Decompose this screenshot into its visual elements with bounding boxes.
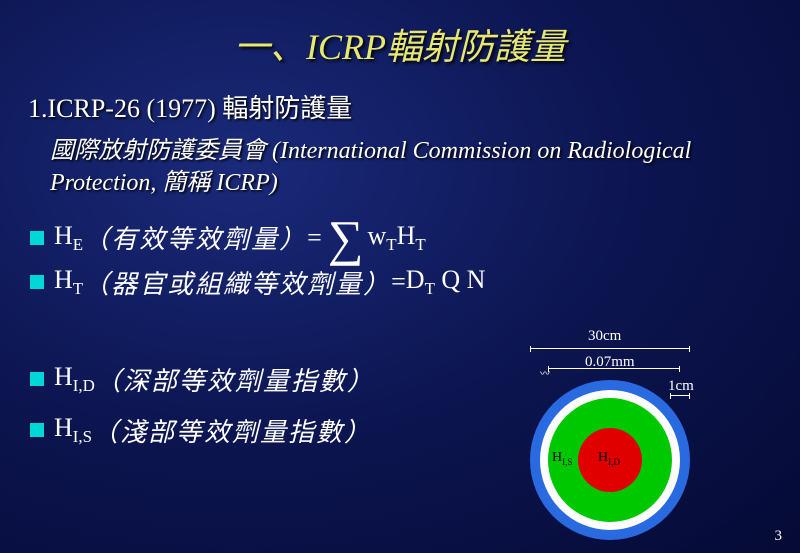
bullet-ht: HT （器官或組織等效劑量） = DT Q N — [30, 264, 800, 301]
ht-rhs-dsub: T — [425, 279, 435, 298]
he-rhs-hsub: T — [415, 235, 425, 254]
ht-rhs-d: D — [406, 265, 425, 294]
bullet-marker — [30, 275, 44, 289]
section-subtitle: 1.ICRP-26 (1977) 輻射防護量 — [28, 88, 800, 125]
he-rhs-w: w — [367, 221, 386, 250]
bullet-marker — [30, 231, 44, 245]
he-sub: E — [73, 235, 83, 254]
he-rhs-h: H — [397, 221, 416, 250]
bullet-marker — [30, 372, 44, 386]
his-symbol: H — [54, 413, 73, 442]
label-hid: HI,D — [598, 450, 620, 467]
he-symbol: H — [54, 221, 73, 250]
sphere-diagram: 30cm 〰 0.07mm 1cm HI,S HI,D — [510, 350, 710, 553]
dim-30-label: 30cm — [588, 328, 621, 345]
his-desc: （淺部等效劑量指數） — [92, 412, 372, 449]
page-number: 3 — [775, 528, 783, 545]
hid-sub: I,D — [73, 376, 95, 395]
slide-title: 一、ICRP輻射防護量 — [0, 0, 800, 70]
icrp-description: 國際放射防護委員會 (International Commission on R… — [50, 135, 750, 200]
he-desc: （有效等效劑量） — [83, 219, 307, 256]
dim-1-label: 1cm — [668, 378, 694, 395]
sigma-icon: ∑ — [322, 218, 368, 258]
label-his: HI,S — [552, 450, 572, 467]
ht-desc: （器官或組織等效劑量） — [83, 264, 391, 301]
he-equals: = — [307, 223, 322, 253]
he-rhs-wsub: T — [386, 235, 396, 254]
bullet-marker — [30, 423, 44, 437]
dim-1-line — [670, 395, 690, 396]
bullet-he: HE （有效等效劑量） = ∑ wTHT — [30, 218, 800, 258]
ht-equals: = — [391, 267, 406, 297]
ht-symbol: H — [54, 265, 73, 294]
dim-30-line — [530, 348, 690, 349]
ht-sub: T — [73, 279, 83, 298]
ht-rhs-rest: Q N — [435, 265, 486, 294]
dim-007-label: 0.07mm — [585, 354, 635, 371]
hid-desc: （深部等效劑量指數） — [95, 361, 375, 398]
his-sub: I,S — [73, 427, 92, 446]
hid-symbol: H — [54, 362, 73, 391]
